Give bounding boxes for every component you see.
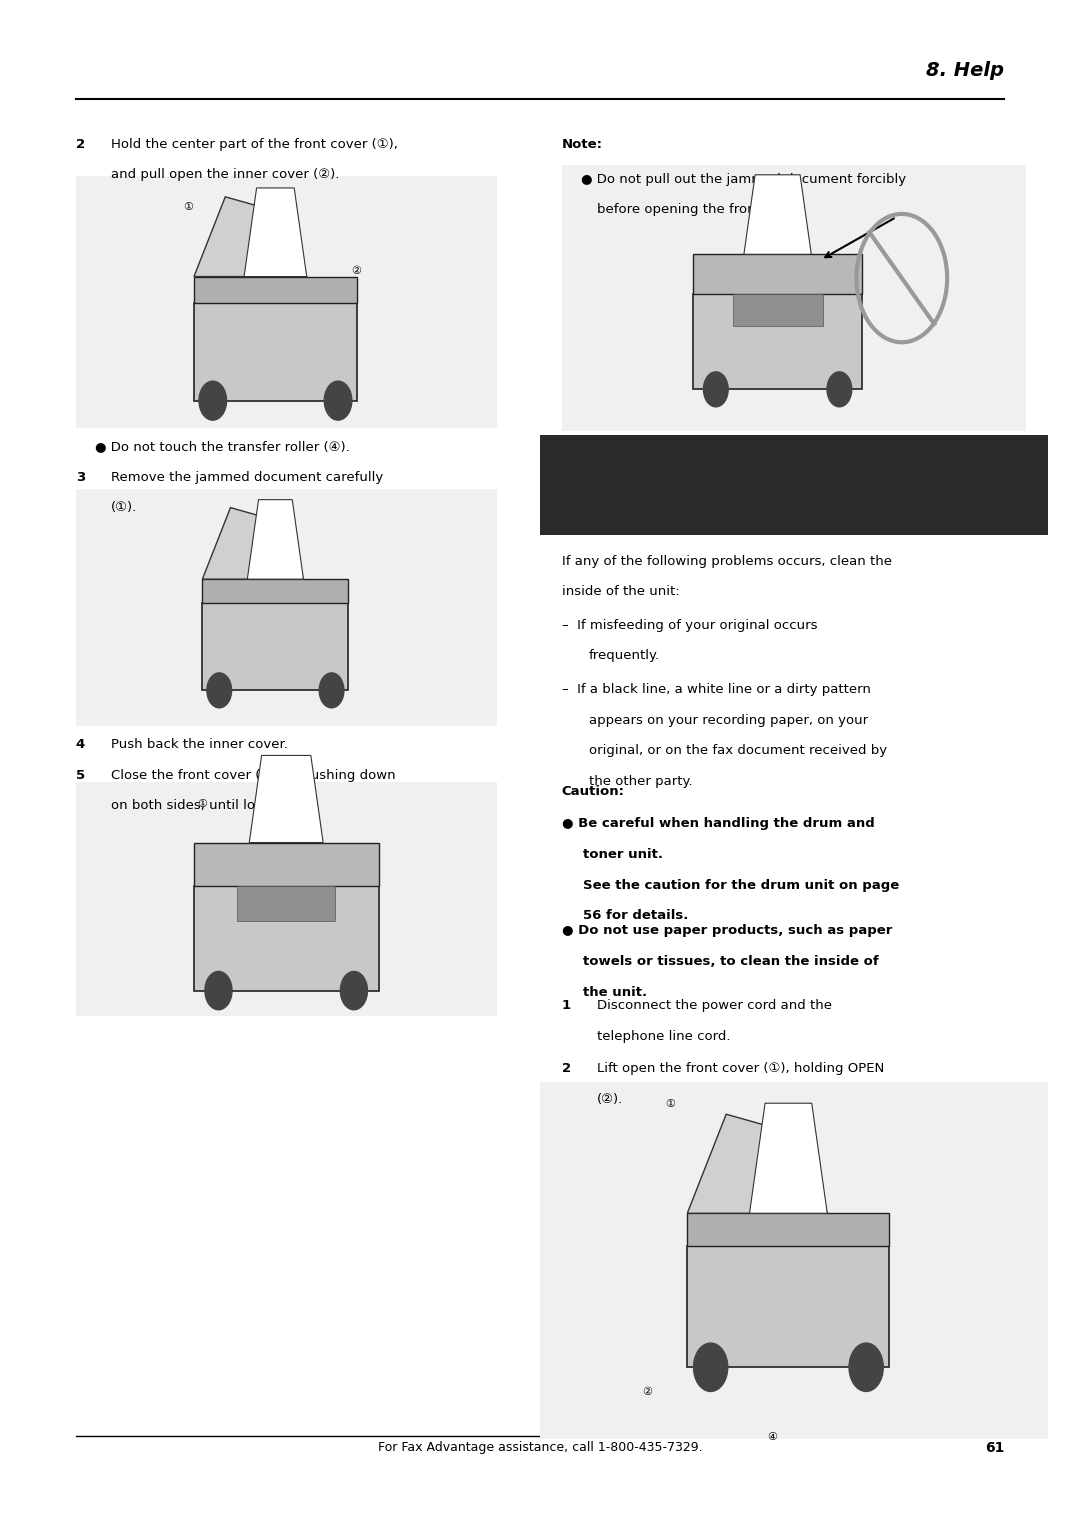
FancyBboxPatch shape: [194, 303, 356, 400]
Text: ④: ④: [767, 1432, 777, 1442]
Text: telephone line cord.: telephone line cord.: [597, 1030, 731, 1044]
Text: ②: ②: [351, 266, 361, 277]
FancyBboxPatch shape: [540, 435, 1048, 535]
Text: 5: 5: [76, 769, 84, 782]
FancyBboxPatch shape: [194, 842, 379, 886]
Text: towels or tissues, to clean the inside of: towels or tissues, to clean the inside o…: [583, 955, 879, 969]
Text: Hold the center part of the front cover (①),: Hold the center part of the front cover …: [111, 138, 399, 151]
Text: Push back the inner cover.: Push back the inner cover.: [111, 738, 288, 752]
Text: 8. Help: 8. Help: [927, 61, 1004, 79]
Text: frequently.: frequently.: [589, 649, 660, 663]
FancyBboxPatch shape: [202, 604, 349, 691]
Polygon shape: [744, 174, 811, 254]
Text: ②: ②: [643, 1387, 652, 1398]
Text: ● Be careful when handling the drum and: ● Be careful when handling the drum and: [562, 817, 875, 831]
FancyBboxPatch shape: [237, 886, 336, 921]
Circle shape: [693, 1343, 728, 1392]
FancyBboxPatch shape: [732, 293, 823, 325]
FancyBboxPatch shape: [194, 886, 379, 990]
Text: 61: 61: [985, 1441, 1004, 1455]
Text: Note:: Note:: [562, 138, 603, 151]
Circle shape: [205, 972, 232, 1010]
FancyBboxPatch shape: [76, 176, 497, 428]
FancyBboxPatch shape: [76, 489, 497, 726]
Text: before opening the front cover.: before opening the front cover.: [597, 203, 806, 217]
Text: on both sides, until locked.: on both sides, until locked.: [111, 799, 291, 813]
Text: ①: ①: [329, 697, 339, 707]
Text: ● Do not pull out the jammed document forcibly: ● Do not pull out the jammed document fo…: [581, 173, 906, 186]
Text: If any of the following problems occurs, clean the: If any of the following problems occurs,…: [562, 555, 892, 568]
Polygon shape: [687, 1114, 827, 1213]
Text: (①).: (①).: [111, 501, 137, 515]
FancyBboxPatch shape: [562, 165, 1026, 431]
Text: appears on your recording paper, on your: appears on your recording paper, on your: [589, 714, 867, 727]
FancyBboxPatch shape: [693, 293, 862, 390]
Text: Remove the jammed document carefully: Remove the jammed document carefully: [111, 471, 383, 484]
Text: original, or on the fax document received by: original, or on the fax document receive…: [589, 744, 887, 758]
Text: Close the front cover (①) by pushing down: Close the front cover (①) by pushing dow…: [111, 769, 396, 782]
FancyBboxPatch shape: [194, 277, 356, 303]
Text: 56 for details.: 56 for details.: [583, 909, 689, 923]
Text: and pull open the inner cover (②).: and pull open the inner cover (②).: [111, 168, 339, 182]
Polygon shape: [750, 1103, 827, 1213]
Circle shape: [703, 371, 728, 406]
Text: 3: 3: [76, 471, 85, 484]
Polygon shape: [249, 755, 323, 842]
Text: Caution:: Caution:: [562, 785, 624, 799]
Text: See the caution for the drum unit on page: See the caution for the drum unit on pag…: [583, 879, 900, 892]
Text: –  If a black line, a white line or a dirty pattern: – If a black line, a white line or a dir…: [562, 683, 870, 697]
Text: 1: 1: [562, 999, 570, 1013]
Text: ①: ①: [184, 202, 193, 212]
Text: toner unit.: toner unit.: [583, 848, 663, 862]
Text: –  If misfeeding of your original occurs: – If misfeeding of your original occurs: [562, 619, 818, 633]
Circle shape: [207, 672, 231, 707]
Circle shape: [849, 1343, 883, 1392]
Text: ①: ①: [198, 799, 207, 810]
Text: ④: ④: [216, 400, 226, 411]
Circle shape: [324, 380, 352, 420]
Text: Disconnect the power cord and the: Disconnect the power cord and the: [597, 999, 833, 1013]
Text: the other party.: the other party.: [589, 775, 692, 788]
Text: ①: ①: [665, 1099, 675, 1109]
Text: inside of the unit:: inside of the unit:: [562, 585, 679, 599]
Polygon shape: [194, 197, 307, 277]
FancyBboxPatch shape: [693, 254, 862, 293]
Circle shape: [320, 672, 343, 707]
Text: (②).: (②).: [597, 1093, 623, 1106]
Text: the unit.: the unit.: [583, 986, 647, 999]
Circle shape: [827, 371, 852, 406]
Text: 4: 4: [76, 738, 85, 752]
Polygon shape: [244, 188, 307, 277]
Polygon shape: [247, 500, 303, 579]
Text: 8.7 Cleaning the inside of
the unit: 8.7 Cleaning the inside of the unit: [549, 442, 950, 503]
Text: Lift open the front cover (①), holding OPEN: Lift open the front cover (①), holding O…: [597, 1062, 885, 1076]
FancyBboxPatch shape: [202, 579, 349, 604]
Text: ● Do not touch the transfer roller (④).: ● Do not touch the transfer roller (④).: [95, 440, 350, 454]
Text: For Fax Advantage assistance, call 1-800-435-7329.: For Fax Advantage assistance, call 1-800…: [378, 1441, 702, 1455]
FancyBboxPatch shape: [687, 1247, 890, 1368]
Text: 2: 2: [76, 138, 84, 151]
FancyBboxPatch shape: [540, 1082, 1048, 1439]
Circle shape: [340, 972, 367, 1010]
Circle shape: [199, 380, 227, 420]
FancyBboxPatch shape: [76, 782, 497, 1016]
Text: 2: 2: [562, 1062, 570, 1076]
FancyBboxPatch shape: [687, 1213, 890, 1247]
Text: ● Do not use paper products, such as paper: ● Do not use paper products, such as pap…: [562, 924, 892, 938]
Polygon shape: [202, 507, 303, 579]
